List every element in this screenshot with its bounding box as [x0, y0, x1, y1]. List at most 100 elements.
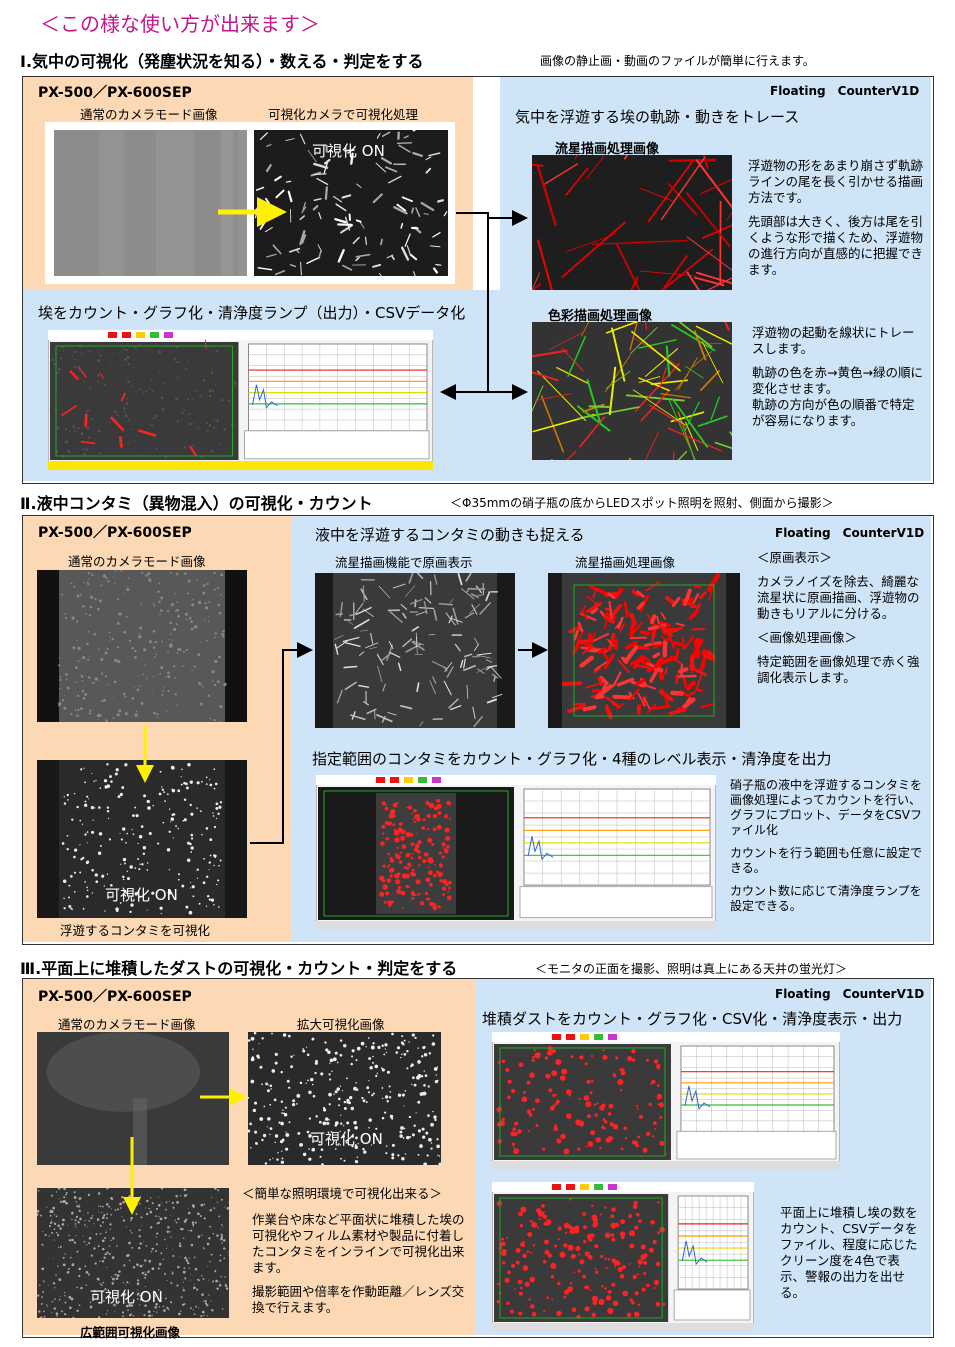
texture	[578, 406, 640, 420]
texture	[660, 156, 706, 221]
texture	[686, 680, 696, 691]
texture	[409, 1136, 412, 1138]
texture	[617, 1266, 623, 1273]
texture	[130, 1304, 134, 1307]
texture	[315, 1059, 318, 1063]
texture	[78, 1197, 82, 1200]
texture	[177, 1217, 180, 1221]
texture	[435, 870, 439, 874]
texture	[343, 1044, 347, 1048]
texture	[585, 1285, 590, 1290]
texture	[334, 1121, 339, 1125]
texture	[537, 239, 553, 290]
texture	[349, 613, 357, 617]
texture	[172, 1248, 173, 1250]
texture	[59, 441, 61, 443]
texture	[274, 1061, 278, 1065]
texture	[518, 1211, 523, 1217]
texture	[524, 1281, 530, 1287]
texture	[189, 887, 191, 889]
texture	[426, 827, 430, 831]
texture	[573, 1227, 580, 1234]
texture	[66, 439, 68, 442]
texture	[124, 712, 128, 716]
texture	[648, 1247, 654, 1253]
texture	[248, 1032, 441, 1165]
texture	[405, 585, 416, 597]
texture	[531, 1055, 535, 1059]
texture	[350, 1106, 355, 1111]
texture	[621, 1264, 627, 1270]
texture	[613, 1075, 617, 1078]
texture	[485, 659, 493, 663]
texture	[648, 404, 686, 427]
texture	[144, 1276, 146, 1279]
texture	[446, 800, 451, 806]
texture	[92, 819, 94, 821]
texture	[314, 1071, 317, 1075]
texture	[422, 859, 426, 863]
texture	[53, 1257, 54, 1259]
texture	[604, 1232, 611, 1239]
texture	[156, 1222, 159, 1225]
texture	[411, 626, 420, 632]
texture	[532, 371, 559, 382]
texture	[529, 1276, 536, 1283]
texture	[77, 708, 80, 712]
texture	[580, 1184, 589, 1190]
texture	[392, 802, 398, 808]
texture	[321, 1163, 325, 1165]
texture	[557, 1281, 561, 1286]
texture	[562, 348, 584, 372]
texture	[430, 1122, 434, 1127]
texture	[172, 627, 177, 631]
texture	[532, 349, 568, 358]
texture	[132, 366, 135, 369]
texture	[356, 183, 362, 189]
texture	[77, 694, 80, 698]
texture	[91, 574, 94, 577]
texture	[638, 1219, 642, 1223]
texture	[413, 1124, 416, 1127]
texture	[54, 1287, 56, 1289]
texture	[139, 1294, 141, 1297]
texture	[403, 866, 407, 869]
texture	[700, 370, 720, 392]
texture	[415, 1112, 417, 1114]
texture	[141, 863, 144, 866]
texture	[652, 652, 661, 659]
texture	[197, 653, 201, 657]
texture	[222, 630, 225, 633]
texture	[99, 372, 105, 379]
texture	[409, 832, 414, 837]
texture	[196, 427, 199, 430]
texture	[407, 805, 412, 810]
texture	[211, 670, 215, 674]
texture	[255, 186, 265, 191]
texture	[559, 1251, 566, 1258]
texture	[631, 1140, 636, 1145]
texture	[130, 903, 134, 907]
texture	[83, 1240, 86, 1243]
texture	[98, 806, 101, 809]
texture	[622, 1290, 629, 1297]
texture	[398, 860, 403, 864]
texture	[82, 1235, 84, 1237]
texture	[206, 875, 209, 878]
texture	[201, 1275, 203, 1277]
texture	[617, 616, 624, 630]
texture	[199, 1215, 202, 1218]
texture	[190, 1243, 194, 1247]
texture	[57, 1224, 60, 1227]
texture	[166, 848, 171, 852]
texture	[98, 648, 100, 650]
texture	[223, 428, 226, 431]
texture	[601, 1125, 605, 1129]
texture	[379, 891, 385, 897]
paragraph: 浮遊物の形をあまり崩さず軌跡ラインの尾を長く引かせる描画方法です。	[748, 158, 924, 205]
texture	[605, 371, 631, 389]
texture	[342, 1134, 345, 1138]
texture	[288, 1121, 291, 1124]
paragraph: 軌跡の方向が色の順番で特定が容易になります。	[752, 397, 915, 428]
texture	[388, 175, 402, 184]
